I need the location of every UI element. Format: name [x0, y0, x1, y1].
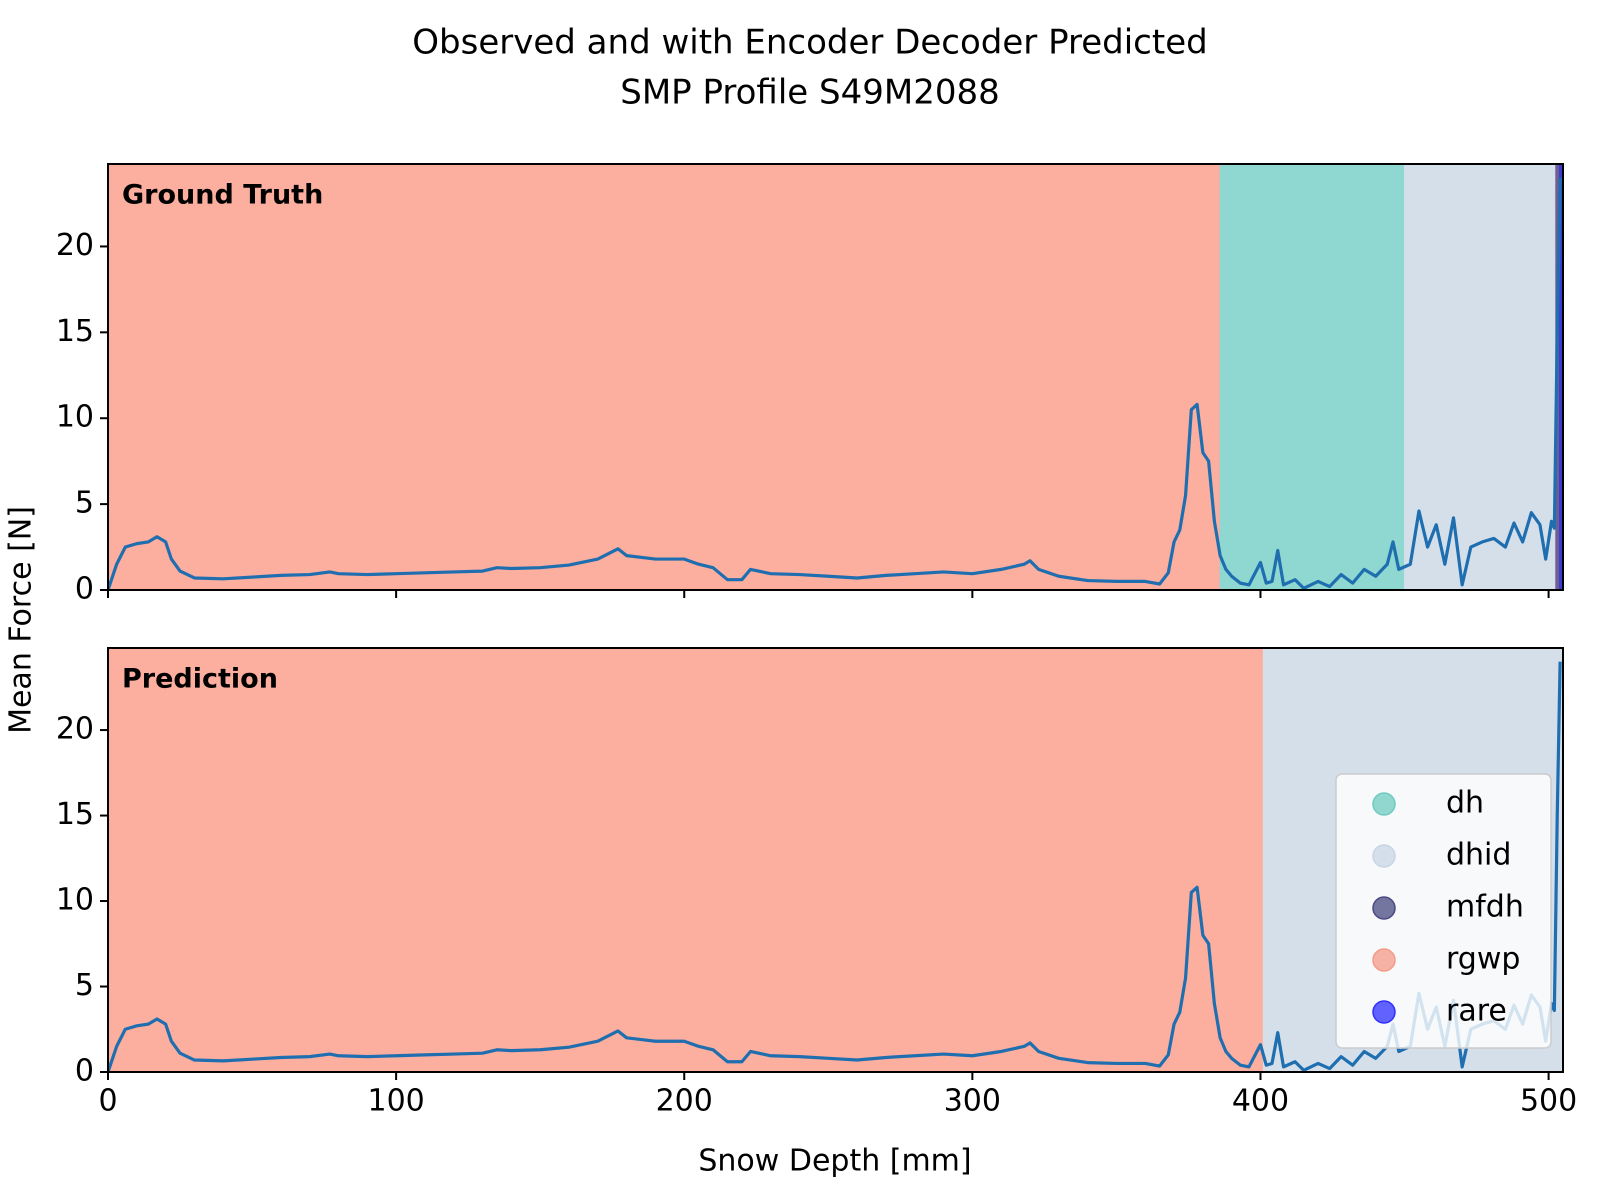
x-tick-label: 100: [367, 1084, 424, 1119]
legend-marker: [1372, 792, 1396, 816]
y-tick-label: 20: [56, 712, 94, 747]
layer-span: [1559, 164, 1563, 590]
plot-area: [108, 164, 1563, 590]
y-tick-label: 5: [75, 968, 94, 1003]
legend-label: rare: [1446, 994, 1507, 1029]
y-tick-label: 5: [75, 486, 94, 521]
y-tick-label: 0: [75, 1054, 94, 1089]
x-tick-label: 0: [98, 1084, 117, 1119]
y-tick-label: 15: [56, 314, 94, 349]
y-axis-label: Mean Force [N]: [4, 506, 39, 734]
figure-title: Observed and with Encoder Decoder Predic…: [412, 23, 1207, 63]
legend-label: dh: [1446, 786, 1484, 821]
x-tick-label: 200: [656, 1084, 713, 1119]
legend-label: mfdh: [1446, 890, 1524, 925]
panel-title: Ground Truth: [122, 180, 323, 211]
legend-box: [1335, 773, 1552, 1049]
legend-marker: [1372, 896, 1396, 920]
x-axis-label: Snow Depth [mm]: [698, 1144, 971, 1179]
layer-span: [108, 164, 1221, 590]
x-tick-label: 300: [944, 1084, 1001, 1119]
legend-marker: [1372, 1000, 1396, 1024]
force-line: [108, 177, 1562, 590]
y-tick-label: 10: [56, 883, 94, 918]
x-tick-label: 500: [1520, 1084, 1577, 1119]
legend-label: rgwp: [1446, 942, 1520, 977]
y-tick-label: 15: [56, 797, 94, 832]
x-tick-label: 400: [1232, 1084, 1289, 1119]
layer-span: [108, 648, 1264, 1072]
y-tick-label: 20: [56, 228, 94, 263]
legend-marker: [1372, 844, 1396, 868]
figure-title: SMP Profile S49M2088: [620, 73, 999, 113]
legend-marker: [1372, 948, 1396, 972]
layer-span: [1219, 164, 1406, 590]
panel-title: Prediction: [122, 664, 278, 695]
legend-label: dhid: [1446, 838, 1511, 873]
y-tick-label: 10: [56, 400, 94, 435]
layer-span: [1404, 164, 1557, 590]
y-tick-label: 0: [75, 572, 94, 607]
axes-frame: [107, 163, 1564, 591]
axes-frame: [107, 647, 1564, 1073]
